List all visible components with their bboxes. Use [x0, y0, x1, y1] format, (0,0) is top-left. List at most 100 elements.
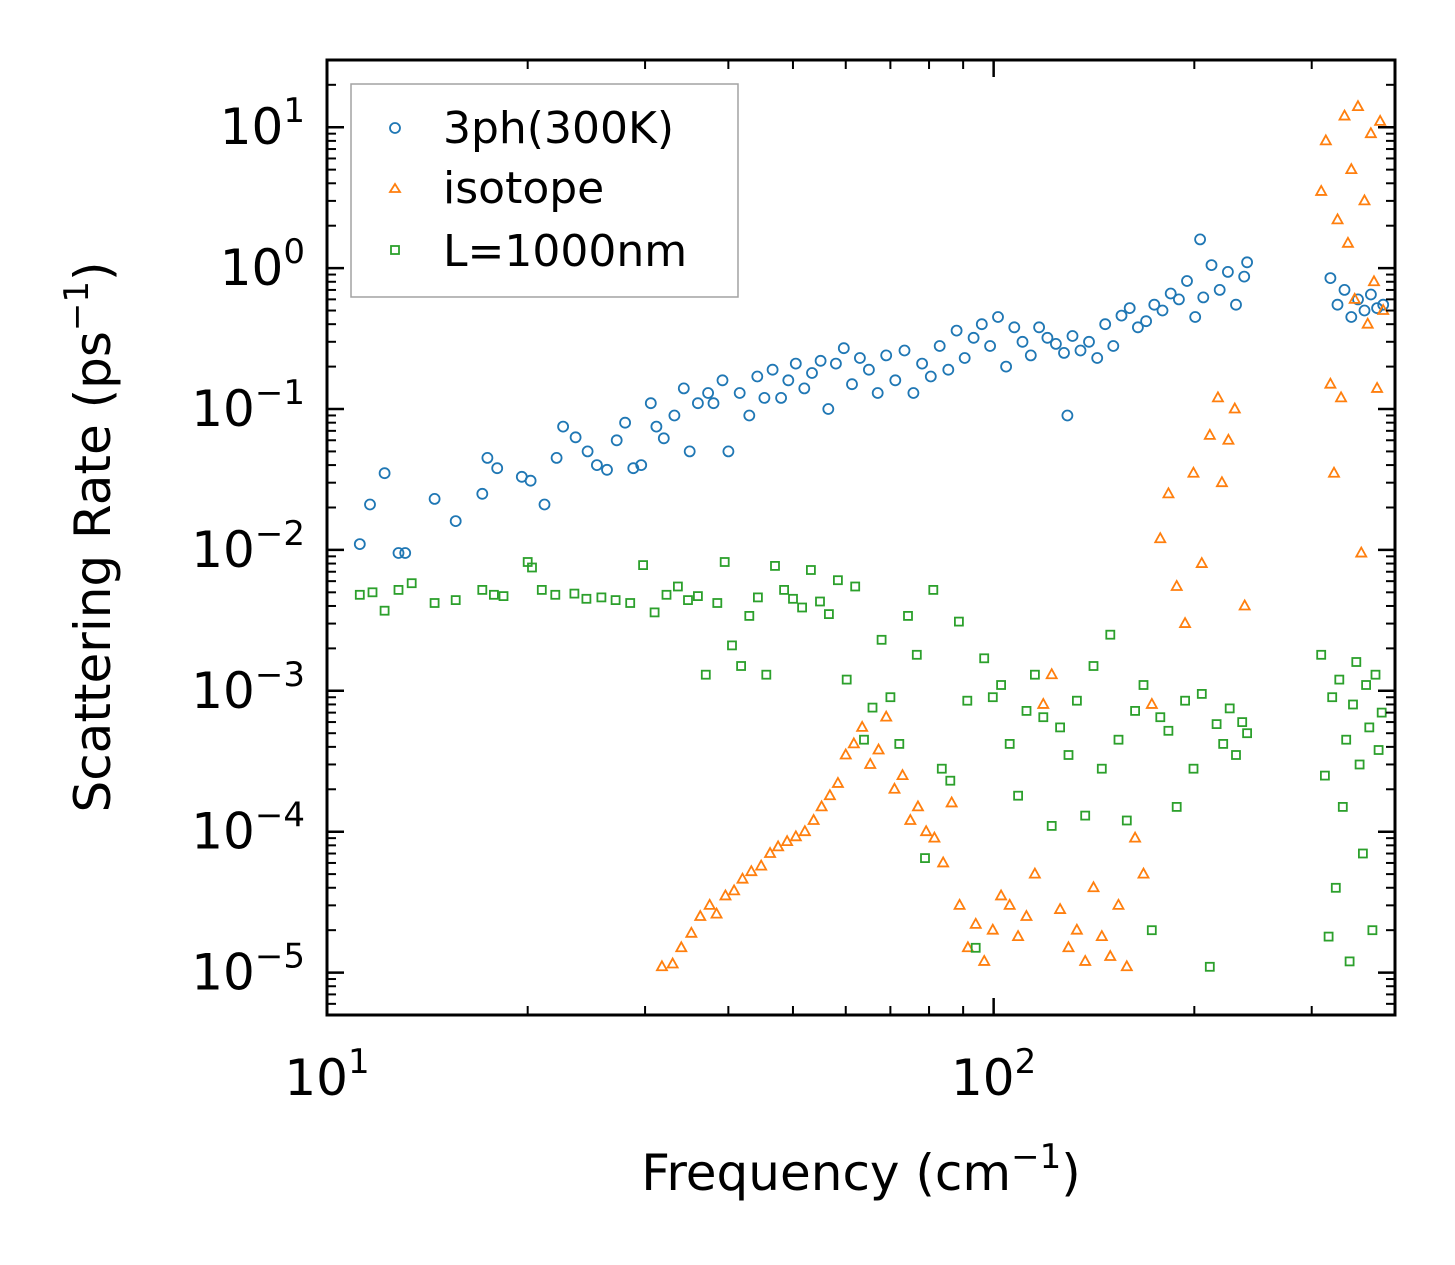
data-point — [712, 598, 723, 608]
data-point — [716, 374, 729, 387]
y-tick-label-exponent: 0 — [283, 232, 305, 272]
data-point — [364, 498, 376, 511]
data-point — [859, 734, 869, 745]
data-point — [703, 898, 717, 910]
data-point — [880, 349, 893, 362]
data-point — [657, 432, 670, 445]
data-point — [635, 459, 648, 472]
data-point — [1030, 669, 1040, 680]
data-point — [751, 370, 764, 383]
data-point — [1046, 821, 1057, 831]
data-point — [591, 459, 603, 472]
x-axis-label-end: ) — [1061, 1144, 1081, 1202]
data-point — [815, 799, 829, 812]
data-point — [954, 616, 964, 627]
data-point — [488, 589, 499, 600]
data-point — [1145, 697, 1159, 709]
data-point — [788, 593, 798, 604]
data-point — [1021, 706, 1032, 716]
data-point — [839, 747, 853, 760]
y-tick-label-exponent: −4 — [255, 796, 305, 836]
series-0 — [353, 233, 1390, 559]
x-axis-label-main: Frequency (cm — [641, 1144, 1011, 1202]
data-point — [1041, 331, 1054, 344]
y-tick-label: 10−1 — [191, 373, 305, 438]
data-point — [655, 959, 669, 972]
data-point — [710, 906, 724, 919]
data-point — [798, 824, 812, 837]
data-point — [847, 736, 861, 749]
y-tick-label-base: 10 — [220, 239, 284, 297]
data-point — [1213, 283, 1226, 296]
data-point — [872, 742, 886, 755]
data-point — [1170, 579, 1184, 591]
data-point — [850, 581, 861, 592]
data-point — [1351, 99, 1365, 112]
data-point — [692, 397, 704, 410]
data-point — [979, 653, 990, 664]
data-point — [610, 595, 621, 605]
data-point — [1337, 802, 1348, 812]
data-point — [830, 357, 842, 370]
y-axis-label: Scattering Rate (ps−1) — [57, 261, 122, 812]
data-point — [984, 340, 996, 352]
data-point — [1211, 719, 1222, 729]
x-axis-label-exponent: −1 — [1011, 1137, 1061, 1177]
series-2 — [354, 557, 1387, 972]
data-point — [610, 434, 623, 447]
y-tick-label-base: 10 — [191, 380, 255, 438]
data-point — [1196, 689, 1207, 699]
data-point — [1351, 657, 1362, 667]
data-point — [1197, 291, 1210, 304]
y-tick-label: 100 — [220, 232, 305, 297]
data-point — [1361, 680, 1371, 690]
data-point — [719, 557, 730, 567]
data-point — [393, 585, 404, 595]
data-point — [1181, 275, 1193, 287]
data-point — [933, 340, 946, 352]
data-point — [550, 589, 561, 600]
data-point — [831, 776, 845, 788]
data-point — [1370, 669, 1381, 680]
x-tick-label: 101 — [284, 1042, 369, 1107]
data-point — [625, 598, 636, 608]
data-point — [823, 788, 837, 801]
data-point — [1095, 929, 1109, 942]
data-point — [879, 709, 893, 722]
data-point — [1013, 790, 1023, 801]
legend-label-3ph: 3ph(300K) — [443, 103, 674, 154]
data-point — [898, 344, 911, 357]
data-point — [894, 739, 905, 749]
data-point — [1316, 649, 1327, 660]
data-point — [1038, 712, 1049, 723]
data-point — [1230, 298, 1242, 311]
data-point — [1189, 311, 1202, 323]
data-point — [1334, 674, 1345, 685]
data-point — [1314, 184, 1328, 196]
data-point — [907, 387, 920, 399]
data-point — [627, 462, 640, 475]
data-point — [996, 680, 1006, 690]
data-point — [1358, 304, 1371, 317]
data-point — [1083, 335, 1095, 348]
legend-label-isotope: isotope — [443, 163, 604, 214]
data-point — [1320, 770, 1330, 781]
data-point — [1178, 616, 1192, 628]
data-point — [1341, 734, 1352, 745]
data-point — [1354, 759, 1365, 770]
data-point — [1096, 763, 1107, 774]
y-tick-label-base: 10 — [191, 662, 255, 720]
data-point — [1211, 390, 1225, 403]
data-point — [638, 560, 648, 570]
data-point — [928, 585, 939, 595]
data-point — [524, 474, 537, 487]
data-point — [1045, 667, 1059, 680]
data-point — [1111, 898, 1125, 910]
y-tick-label-exponent: −5 — [255, 937, 305, 977]
data-point — [961, 940, 975, 953]
data-point — [693, 909, 707, 921]
data-point — [903, 813, 917, 825]
data-point — [958, 352, 971, 364]
legend-marker-isotope — [388, 182, 402, 193]
